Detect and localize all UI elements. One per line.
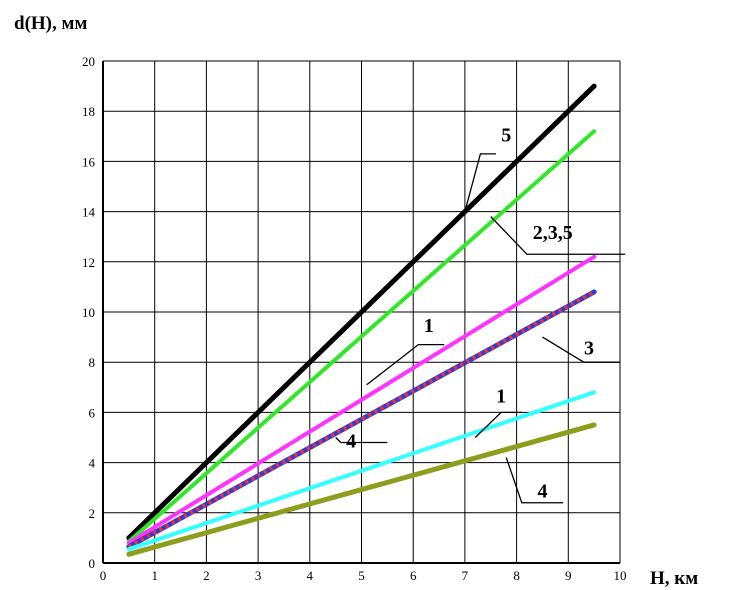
series-line-3 [126, 254, 597, 545]
y-tick-label: 8 [89, 355, 96, 370]
y-tick-labels: 0 2 4 6 8 10 12 14 16 18 20 [82, 54, 96, 571]
callout-label: 2,3,5 [533, 222, 573, 244]
series-line-6 [126, 422, 597, 557]
callout-label: 3 [584, 338, 594, 360]
callout-leader [490, 216, 626, 255]
callout-leader [505, 457, 564, 504]
y-tick-label: 0 [89, 556, 96, 571]
callout-leader [474, 411, 522, 438]
y-tick-label: 18 [82, 104, 95, 119]
callout-annotations: 5 2,3,5 1 3 4 1 4 [335, 124, 626, 504]
callout-label: 4 [537, 481, 547, 503]
callout-leader [366, 343, 445, 386]
callout-leader [464, 153, 496, 212]
y-tick-label: 6 [89, 405, 96, 420]
x-tick-label: 7 [462, 568, 469, 583]
grid [102, 60, 621, 564]
callout-label: 4 [346, 431, 356, 453]
series-line-5 [126, 390, 597, 552]
x-tick-label: 2 [203, 568, 210, 583]
callout-leader [542, 336, 620, 363]
series-line-1 [126, 83, 597, 541]
x-tick-label: 6 [410, 568, 417, 583]
y-tick-label: 4 [89, 456, 96, 471]
x-tick-labels: 0 1 2 3 4 5 6 7 8 9 10 [100, 568, 627, 583]
series-line-4-dash-overlay [127, 290, 596, 549]
y-tick-label: 12 [82, 255, 95, 270]
callout-label: 1 [496, 385, 506, 407]
x-axis-title: H, км [650, 568, 698, 589]
callout-label: 1 [424, 315, 434, 337]
y-tick-label: 14 [82, 205, 96, 220]
y-tick-label: 2 [89, 506, 96, 521]
x-tick-label: 3 [255, 568, 262, 583]
x-tick-label: 10 [614, 568, 627, 583]
x-tick-label: 4 [307, 568, 314, 583]
callout-label: 5 [501, 124, 511, 146]
callout-leader [335, 437, 388, 444]
x-tick-label: 5 [358, 568, 365, 583]
y-axis-title: d(H), мм [14, 13, 87, 34]
x-tick-label: 8 [513, 568, 520, 583]
y-tick-label: 10 [82, 305, 95, 320]
x-tick-label: 9 [565, 568, 572, 583]
x-tick-label: 0 [100, 568, 107, 583]
y-tick-label: 20 [82, 54, 95, 69]
x-tick-label: 1 [151, 568, 158, 583]
series-line-2 [126, 129, 597, 544]
series-lines [126, 83, 597, 557]
y-tick-label: 16 [82, 154, 96, 169]
